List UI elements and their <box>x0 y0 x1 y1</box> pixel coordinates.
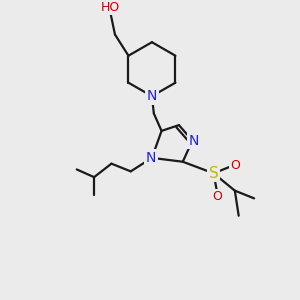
Text: N: N <box>188 134 199 148</box>
Text: N: N <box>146 151 156 165</box>
Text: HO: HO <box>100 1 120 14</box>
Text: O: O <box>212 190 222 203</box>
Text: O: O <box>230 159 240 172</box>
Text: S: S <box>209 166 218 181</box>
Text: N: N <box>147 89 157 103</box>
